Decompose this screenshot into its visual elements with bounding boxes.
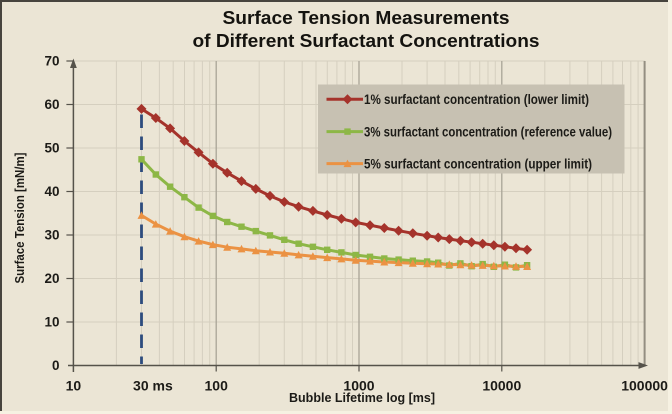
svg-text:Bubble Lifetime log [ms]: Bubble Lifetime log [ms]	[289, 390, 435, 405]
svg-text:1000: 1000	[343, 378, 374, 394]
svg-text:1% surfactant concentration (l: 1% surfactant concentration (lower limit…	[364, 92, 589, 107]
svg-text:30 ms: 30 ms	[133, 378, 173, 394]
svg-text:0: 0	[52, 358, 60, 373]
svg-text:5% surfactant concentration (u: 5% surfactant concentration (upper limit…	[364, 156, 592, 171]
svg-text:3% surfactant concentration (r: 3% surfactant concentration (reference v…	[364, 124, 612, 139]
svg-text:50: 50	[44, 141, 59, 156]
svg-text:70: 70	[44, 54, 59, 69]
svg-text:Surface Tension Measurements: Surface Tension Measurements	[223, 8, 510, 28]
svg-text:10000: 10000	[482, 378, 521, 394]
svg-text:60: 60	[44, 97, 59, 112]
svg-text:10: 10	[44, 315, 59, 330]
svg-text:Surface Tension [mN/m]: Surface Tension [mN/m]	[13, 153, 27, 284]
svg-text:100: 100	[205, 378, 229, 394]
svg-text:100000: 100000	[621, 378, 668, 394]
svg-text:of Different Surfactant Concen: of Different Surfactant Concentrations	[193, 31, 540, 51]
svg-text:20: 20	[44, 271, 59, 286]
svg-text:30: 30	[44, 228, 59, 243]
svg-text:10: 10	[66, 378, 82, 394]
svg-text:40: 40	[44, 184, 59, 199]
